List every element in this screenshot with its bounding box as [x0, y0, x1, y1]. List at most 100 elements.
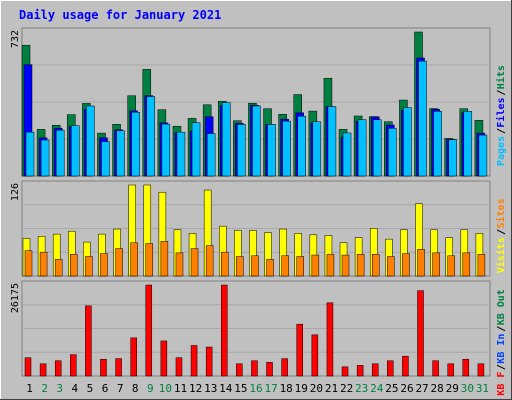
bar-sites: [296, 256, 304, 277]
legend-entry: Visits: [495, 237, 507, 273]
series-sites: [24, 241, 486, 277]
bar-sites: [85, 256, 93, 277]
day-label: 17: [264, 382, 277, 395]
bar-kb-f: [462, 358, 470, 377]
bar-kb-f: [115, 358, 122, 377]
legend-separator: /: [496, 128, 507, 134]
bar-pages: [176, 131, 186, 177]
bar-sites: [266, 259, 274, 277]
y-max-label: 26175: [10, 283, 21, 313]
day-label: 26: [400, 382, 413, 395]
legend-entry: KB F: [496, 372, 507, 396]
bar-pages: [282, 120, 291, 177]
bar-sites: [281, 255, 289, 277]
day-label: 16: [249, 382, 262, 395]
series-kb-f: [24, 284, 485, 377]
bar-sites: [251, 255, 259, 277]
bar-kb-f: [205, 346, 213, 377]
legend-separator: /: [496, 229, 507, 235]
bar-kb-f: [70, 354, 77, 377]
day-label: 12: [189, 382, 202, 395]
day-label: 25: [385, 382, 398, 395]
day-label: 23: [355, 382, 368, 395]
bar-kb-f: [296, 323, 303, 377]
bar-pages: [252, 105, 261, 177]
bar-sites: [417, 249, 425, 277]
bar-pages: [101, 141, 110, 177]
bar-kb-f: [402, 355, 409, 377]
bar-pages: [388, 128, 397, 177]
day-label: 24: [370, 382, 384, 395]
legend-entry: KB In: [496, 334, 507, 364]
bar-pages: [357, 119, 367, 177]
bar-sites: [447, 255, 455, 277]
day-label: 15: [234, 382, 247, 395]
day-label: 28: [431, 382, 444, 395]
day-label: 8: [132, 382, 139, 395]
bar-kb-f: [190, 345, 198, 377]
bar-sites: [387, 256, 395, 277]
bar-pages: [40, 139, 50, 177]
day-label: 5: [87, 382, 94, 395]
day-label: 21: [325, 382, 338, 395]
day-label: 9: [147, 382, 154, 395]
bar-kb-f: [341, 366, 349, 377]
legend-separator: /: [496, 364, 507, 370]
bar-pages: [403, 107, 412, 177]
bar-pages: [327, 106, 337, 177]
bar-kb-f: [24, 357, 32, 377]
bar-pages: [55, 129, 65, 177]
bar-pages: [71, 125, 80, 177]
bar-sites: [477, 254, 486, 277]
day-label: 2: [41, 382, 48, 395]
bar-kb-f: [356, 365, 364, 377]
bar-kb-f: [371, 363, 379, 377]
panel-visits-sites: 126 Visits /Sites: [10, 180, 507, 277]
bar-sites: [205, 245, 214, 277]
bar-kb-f: [387, 360, 394, 377]
bar-kb-f: [54, 360, 62, 377]
day-label: 30: [461, 382, 474, 395]
day-label: 13: [204, 382, 217, 395]
legend-entry: Sites: [495, 198, 507, 228]
bar-sites: [311, 254, 320, 277]
bar-sites: [221, 251, 229, 277]
bar-sites: [432, 252, 440, 277]
bar-sites: [115, 248, 123, 277]
day-label: 7: [117, 382, 124, 395]
bar-pages: [116, 130, 125, 177]
legend: Pages/Files/Hits: [495, 65, 507, 166]
bar-kb-f: [160, 340, 168, 377]
bar-kb-f: [281, 358, 288, 377]
bar-sites: [145, 243, 154, 277]
bar-pages: [237, 124, 246, 177]
bar-pages: [222, 102, 231, 177]
bar-pages: [297, 115, 306, 177]
bar-kb-f: [326, 302, 334, 377]
bar-kb-f: [477, 363, 485, 377]
day-label: 22: [340, 382, 353, 395]
chart-title: Daily usage for January 2021: [19, 8, 221, 22]
day-label: 4: [72, 382, 79, 395]
bar-sites: [130, 242, 138, 277]
bar-sites: [24, 250, 33, 277]
bar-sites: [100, 253, 108, 277]
bar-pages: [463, 111, 473, 177]
legend: KB F/KB In/KB Out: [496, 289, 507, 396]
bar-pages: [372, 119, 382, 177]
bar-pages: [131, 112, 140, 177]
bar-pages: [312, 121, 322, 177]
bar-pages: [161, 123, 171, 177]
bar-sites: [402, 253, 410, 277]
day-label: 29: [446, 382, 459, 395]
bar-pages: [342, 132, 352, 177]
bar-kb-f: [236, 363, 243, 377]
bar-sites: [356, 254, 365, 277]
bar-sites: [70, 254, 78, 277]
bar-pages: [267, 124, 276, 177]
bar-sites: [54, 259, 63, 277]
bar-kb-f: [432, 360, 439, 377]
